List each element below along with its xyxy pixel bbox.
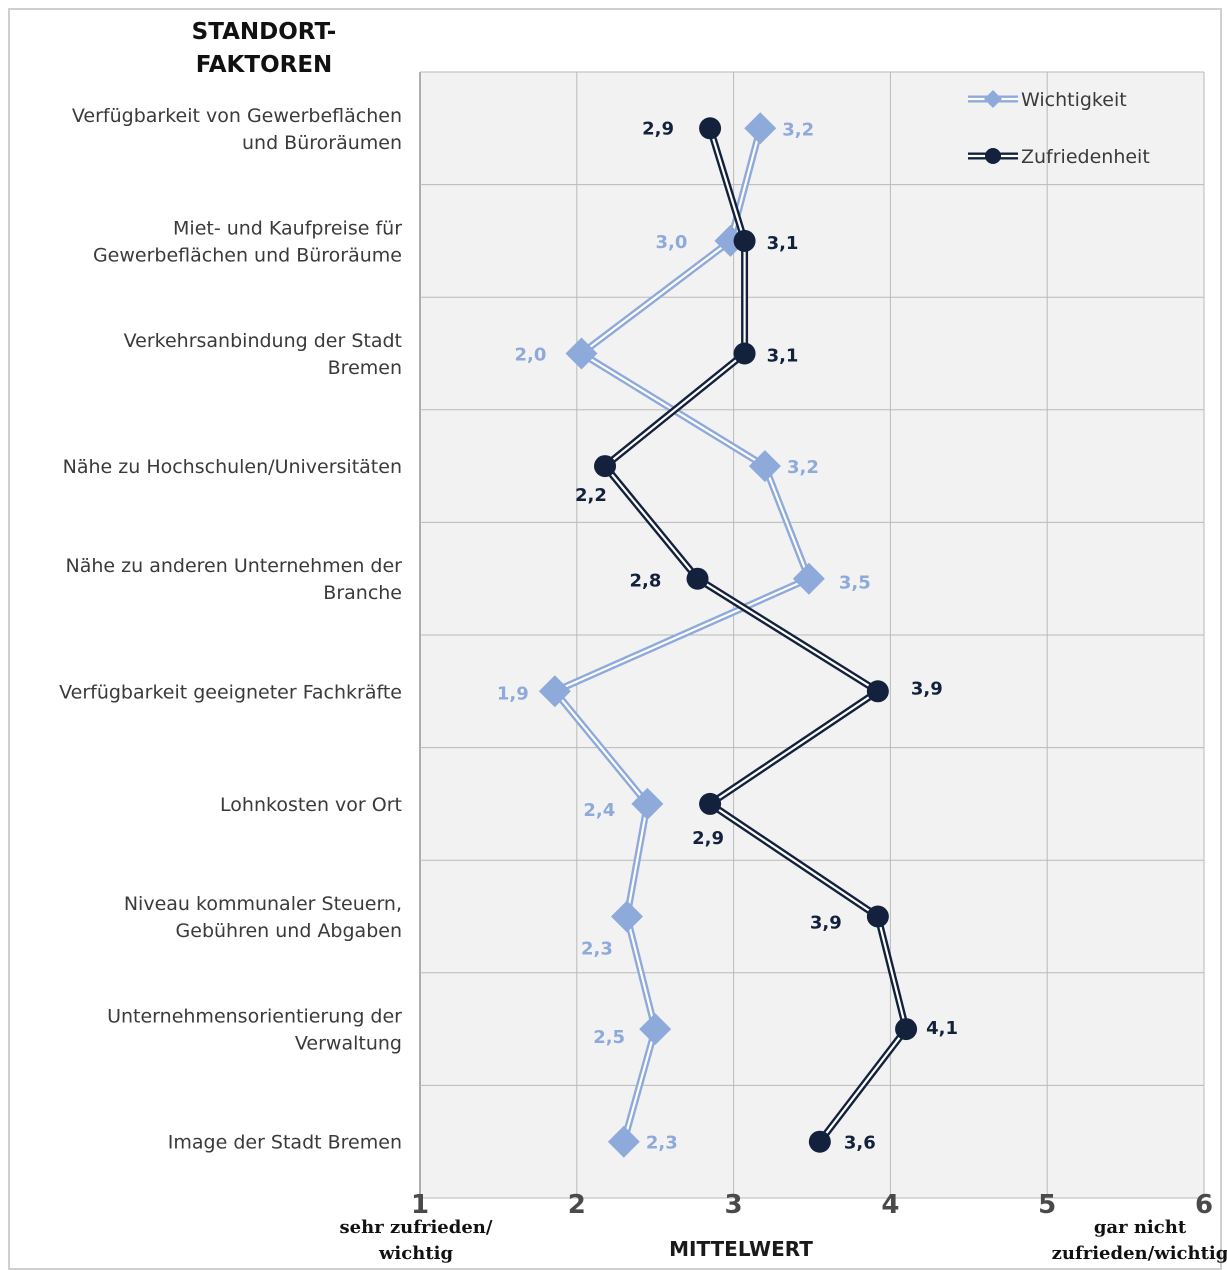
zufriedenheit-point <box>866 680 889 703</box>
data-label: 3,1 <box>767 233 799 254</box>
category-label: Nähe zu anderen Unternehmen der <box>66 555 403 577</box>
zufriedenheit-point <box>699 792 722 815</box>
zufriedenheit-point <box>594 455 617 478</box>
x-tick-label: 5 <box>1038 1190 1056 1220</box>
x-axis-labels: sehr zufrieden/wichtig gar nicht zufrieden… <box>340 1217 1227 1264</box>
category-label: und Büroräumen <box>242 132 402 154</box>
wichtigkeit-point <box>610 900 643 933</box>
data-label: 2,3 <box>581 939 613 960</box>
data-label: 2,0 <box>515 345 547 366</box>
category-label: Bremen <box>328 357 402 379</box>
y-title-line: FAKTOREN <box>196 52 333 78</box>
category-label: Verfügbarkeit geeigneter Fachkräfte <box>59 681 402 703</box>
data-label: 2,4 <box>583 800 615 821</box>
wichtigkeit-point <box>639 1013 672 1046</box>
zufriedenheit-point <box>699 117 722 140</box>
data-label: 3,6 <box>844 1133 876 1154</box>
wichtigkeit-point <box>565 337 598 370</box>
zufriedenheit-point <box>895 1018 918 1041</box>
data-label: 3,1 <box>767 346 799 367</box>
x-tick-labels: 1 2 3 4 5 6 <box>411 1190 1213 1220</box>
x-tick-label: 2 <box>568 1190 586 1220</box>
wichtigkeit-point <box>748 450 781 483</box>
data-label: 3,0 <box>655 232 687 253</box>
category-labels: Verfügbarkeit von Gewerbeflächen und Büro… <box>59 105 402 1154</box>
category-label: Verwaltung <box>295 1033 402 1055</box>
data-labels: 3,2 3,0 2,0 3,2 3,5 1,9 2,4 2,3 2,5 2,3 2,9 3,1 3,1 2… <box>497 118 958 1153</box>
series-lines <box>549 127 910 1144</box>
data-label: 2,8 <box>630 571 662 592</box>
data-label: 4,1 <box>926 1018 958 1039</box>
data-label: 2,9 <box>642 118 674 139</box>
wichtigkeit-point <box>631 787 664 820</box>
category-label: Branche <box>323 582 402 604</box>
category-label: Verfügbarkeit von Gewerbeflächen <box>72 105 402 127</box>
category-label: Niveau kommunaler Steuern, <box>124 893 402 915</box>
x-tick-label: 1 <box>411 1190 429 1220</box>
x-tick-label: 6 <box>1195 1190 1213 1220</box>
wichtigkeit-point <box>538 675 571 708</box>
data-label: 3,9 <box>810 913 842 934</box>
wichtigkeit-point <box>607 1125 640 1158</box>
category-label: Gebühren und Abgaben <box>176 920 402 942</box>
wichtigkeit-point <box>792 562 825 595</box>
zufriedenheit-point <box>686 567 709 590</box>
category-label: Unternehmensorientierung der <box>107 1006 402 1028</box>
x-tick-label: 4 <box>881 1190 899 1220</box>
x-right-label: gar nicht <box>1094 1217 1187 1238</box>
zufriedenheit-point <box>808 1130 831 1153</box>
x-left-label: wichtig <box>378 1243 454 1264</box>
x-axis-title: MITTELWERT <box>669 1237 813 1261</box>
legend-circle-icon <box>985 148 1001 164</box>
legend-diamond-icon <box>984 90 1002 108</box>
x-left-label: sehr zufrieden/ <box>340 1217 493 1238</box>
category-label: Lohnkosten vor Ort <box>220 794 402 816</box>
series-line-inner-1 <box>603 127 908 1143</box>
y-axis-title: STANDORT- FAKTOREN <box>192 19 337 78</box>
x-right-label: zufrieden/wichtig <box>1052 1243 1227 1264</box>
data-label: 2,9 <box>692 828 724 849</box>
data-label: 3,9 <box>911 678 943 699</box>
x-tick-label: 3 <box>725 1190 743 1220</box>
y-title-line: STANDORT- <box>192 19 337 45</box>
category-label: Nähe zu Hochschulen/Universitäten <box>63 456 402 478</box>
legend-label: Zufriedenheit <box>1021 146 1150 168</box>
zufriedenheit-point <box>733 342 756 365</box>
category-label: Verkehrsanbindung der Stadt <box>124 330 402 352</box>
data-label: 2,5 <box>593 1027 625 1048</box>
category-label: Gewerbeflächen und Büroräume <box>93 244 402 266</box>
data-label: 1,9 <box>497 683 529 704</box>
data-label: 2,2 <box>575 485 607 506</box>
zufriedenheit-point <box>733 229 756 252</box>
series-markers <box>538 112 918 1158</box>
data-label: 3,5 <box>839 573 871 594</box>
zufriedenheit-point <box>866 905 889 928</box>
category-label: Image der Stadt Bremen <box>168 1132 402 1154</box>
data-label: 3,2 <box>782 119 814 140</box>
data-label: 3,2 <box>787 457 819 478</box>
legend-label: Wichtigkeit <box>1021 89 1127 111</box>
legend: Wichtigkeit Zufriedenheit <box>968 89 1150 168</box>
wichtigkeit-point <box>744 112 777 145</box>
data-label: 2,3 <box>646 1133 678 1154</box>
category-label: Miet- und Kaufpreise für <box>173 217 402 239</box>
series-line-inner-0 <box>553 128 811 1142</box>
grid <box>419 71 1205 1199</box>
